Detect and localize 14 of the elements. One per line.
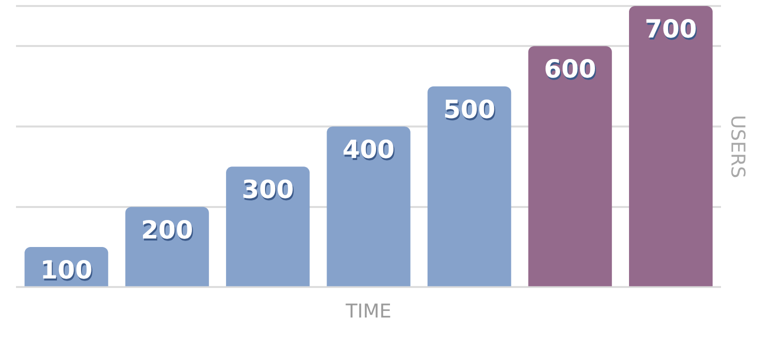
bar	[428, 86, 512, 286]
bar	[226, 166, 310, 286]
data-label: 300	[242, 175, 294, 204]
data-label: 700	[644, 14, 697, 44]
y-axis-title: USERS	[726, 114, 749, 178]
data-label: 100	[40, 256, 92, 285]
bar	[528, 46, 612, 286]
data-label: 400	[342, 135, 395, 164]
x-axis-title: TIME	[344, 300, 392, 323]
data-label: 500	[443, 94, 496, 124]
data-label: 600	[544, 54, 596, 84]
bar	[326, 126, 410, 286]
bar	[629, 6, 713, 286]
data-label: 200	[141, 215, 194, 244]
